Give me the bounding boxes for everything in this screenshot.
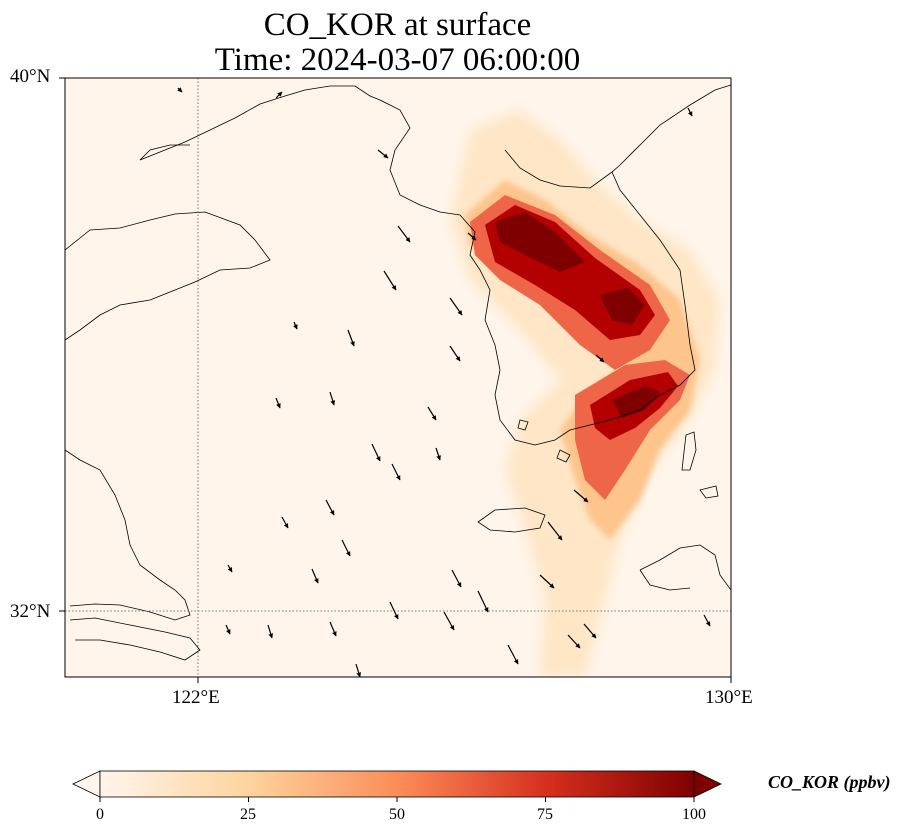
lat-tick-32: 32°N	[10, 601, 51, 622]
map-subtitle-time: Time: 2024-03-07 06:00:00	[214, 42, 581, 78]
co-plume-field	[450, 110, 720, 677]
colorbar-extend-max	[693, 770, 722, 798]
colorbar-tick-0: 0	[96, 806, 104, 823]
gridlines	[65, 78, 731, 677]
colorbar-tick-50: 50	[389, 806, 405, 823]
coastlines	[65, 84, 731, 661]
colorbar-label: CO_KOR (ppbv)	[768, 772, 891, 792]
map-frame	[64, 77, 732, 678]
axis-ticks	[59, 77, 732, 683]
lat-tick-40: 40°N	[10, 66, 51, 87]
map-title: CO_KOR at surface	[263, 7, 532, 43]
lon-tick-122: 122°E	[172, 687, 220, 708]
colorbar-gradient	[100, 771, 694, 797]
wind-vectors	[177, 87, 711, 677]
colorbar	[72, 770, 722, 802]
colorbar-tick-25: 25	[240, 806, 256, 823]
lon-tick-130: 130°E	[705, 687, 753, 708]
colorbar-tick-75: 75	[537, 806, 553, 823]
colorbar-extend-min	[72, 770, 101, 798]
colorbar-tick-100: 100	[682, 806, 706, 823]
